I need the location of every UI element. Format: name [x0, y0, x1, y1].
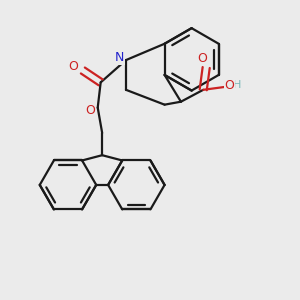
Text: O: O [224, 79, 234, 92]
Text: N: N [115, 51, 124, 64]
Text: O: O [197, 52, 207, 64]
Text: O: O [85, 104, 95, 117]
Text: O: O [68, 59, 78, 73]
Text: H: H [232, 80, 241, 90]
